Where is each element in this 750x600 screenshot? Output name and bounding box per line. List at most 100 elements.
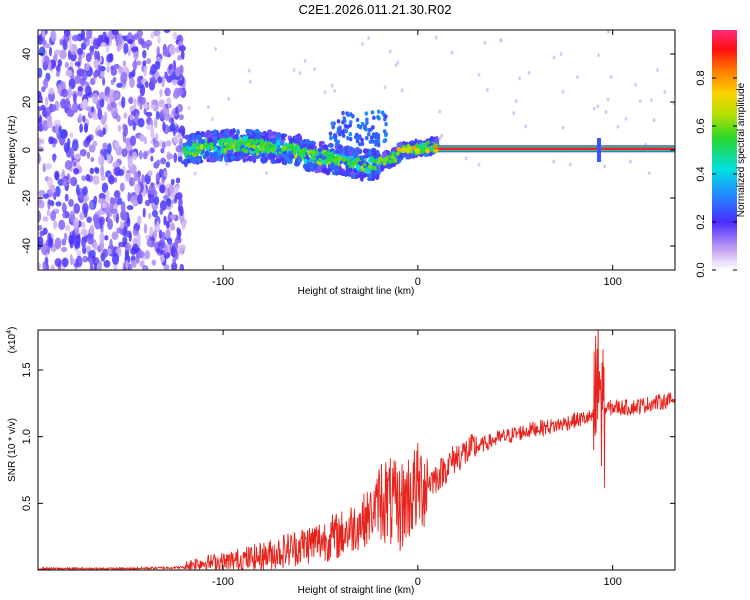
spectrogram-cell: [173, 152, 178, 163]
spectrogram-cell: [53, 138, 58, 145]
spectrogram-cell: [73, 225, 80, 236]
spectrogram-cell: [155, 110, 160, 120]
spectrogram-cell: [103, 259, 111, 268]
spectrogram-cell: [288, 137, 294, 144]
y-tick-label: 1.0: [21, 429, 33, 444]
spectrogram-cell: [142, 207, 146, 218]
spectrogram-cell: [39, 230, 45, 237]
spectrogram-cell: [227, 137, 234, 142]
spectrogram-cell: [104, 36, 110, 44]
snr-x-label: Height of straight line (km): [298, 585, 415, 596]
spectrogram-cell: [62, 38, 67, 50]
spectrogram-cell: [128, 177, 136, 187]
spectrogram-cell: [362, 162, 367, 167]
x-tick-label: 0: [415, 576, 421, 588]
spectrogram-cell: [130, 46, 139, 53]
spectrogram-cell: [139, 104, 143, 110]
spectrogram-cell: [178, 244, 184, 255]
spectrogram-cell: [384, 121, 388, 127]
spectrogram-cell: [92, 241, 98, 251]
spectrogram-cell: [146, 124, 153, 130]
spectrogram-cell: [156, 221, 160, 232]
spectrogram-cell: [52, 153, 56, 163]
spectrogram-cell: [186, 150, 191, 155]
spectrogram-cell: [163, 30, 171, 34]
spectrogram-cell: [149, 226, 154, 238]
spectrogram-cell: [150, 31, 155, 39]
spectrogram-cell: [363, 154, 370, 159]
spectrogram-cell: [129, 77, 135, 89]
spectrogram-cell: [161, 231, 166, 241]
spectrogram-cell: [250, 155, 256, 162]
spectrogram-cell: [94, 167, 100, 174]
spectrogram-cell: [81, 175, 87, 181]
spectrogram-cell: [350, 174, 356, 179]
spectrogram-cell: [158, 139, 164, 148]
y-tick-label: 0.5: [21, 496, 33, 511]
spectrogram-cell: [74, 241, 81, 249]
spectrogram-cell: [42, 261, 47, 270]
spectrogram-cell: [348, 136, 353, 142]
spectrogram-cell: [92, 113, 99, 121]
spectrogram-cell: [425, 149, 431, 154]
y-tick-label: 1.5: [21, 362, 33, 377]
spectrogram-cell: [356, 123, 361, 129]
spectrogram-cell: [105, 189, 110, 202]
spectrogram-cell: [362, 125, 367, 131]
spectrogram-cell: [73, 161, 77, 167]
spectrogram-cell: [264, 144, 269, 149]
spectrogram-cell: [422, 143, 427, 148]
spectrogram-cell: [369, 173, 373, 179]
spectrogram-cell: [86, 135, 92, 143]
spectrogram-cell: [73, 168, 80, 175]
spectrogram-cell: [164, 71, 168, 80]
spectrogram-cell: [376, 159, 381, 165]
spectrogram-cell: [38, 46, 46, 57]
spectrogram-cell: [69, 210, 76, 223]
spectrogram-cell: [101, 202, 107, 209]
spectrogram-cell: [136, 60, 142, 66]
spectrogram-cell: [110, 105, 118, 118]
spectrogram-cell: [82, 115, 86, 123]
spectrogram-cell: [106, 66, 110, 73]
spectrogram-cell: [38, 152, 41, 164]
spectrogram-cell: [173, 135, 179, 144]
spectrogram-cell: [172, 257, 177, 265]
spectrogram-cell: [322, 144, 329, 150]
spectrogram-cell: [333, 138, 338, 143]
spectrogram-cell: [71, 139, 79, 152]
spectrogram-cell: [82, 240, 87, 249]
spectrogram-cell: [104, 235, 109, 241]
spectrogram-cell: [114, 140, 120, 149]
spectrogram-cell: [282, 145, 287, 151]
spectrogram-cell: [633, 82, 637, 87]
spectrogram-cell: [53, 119, 61, 128]
spectrogram-cell: [153, 117, 158, 129]
spectrogram-cell: [196, 148, 201, 154]
spectrogram-cell: [242, 135, 248, 143]
spectrogram-cell: [333, 133, 337, 138]
spectrogram-cell: [127, 217, 131, 227]
spectrogram-cell: [371, 139, 375, 144]
spectrogram-cell: [203, 142, 209, 149]
spectrogram-cell: [112, 76, 117, 83]
spectrogram-cell: [64, 193, 69, 202]
spectrogram-cell: [98, 198, 105, 204]
spectrogram-cell: [98, 216, 105, 226]
spectrogram-cell: [47, 199, 54, 206]
spectrogram-cell: [168, 64, 173, 70]
spectrogram-cell: [175, 66, 181, 77]
spectrogram-cell: [362, 148, 369, 154]
spectrogram-cell: [292, 149, 297, 155]
spectrogram-cell: [329, 151, 334, 156]
spectrogram-spike: [597, 138, 602, 162]
spectrogram-cell: [133, 171, 139, 182]
spectrogram-cell: [87, 233, 94, 245]
spectrogram-cell: [114, 91, 120, 100]
spectrogram-cell: [419, 149, 425, 154]
spectrogram-cell: [118, 65, 124, 74]
spectrogram-cell: [330, 83, 334, 88]
spectrogram-cell: [85, 85, 92, 97]
spectrogram-cell: [204, 150, 210, 158]
spectrogram-plot: -100 0 100 -40 -20 0 20 40 Height of straight …: [7, 29, 676, 297]
